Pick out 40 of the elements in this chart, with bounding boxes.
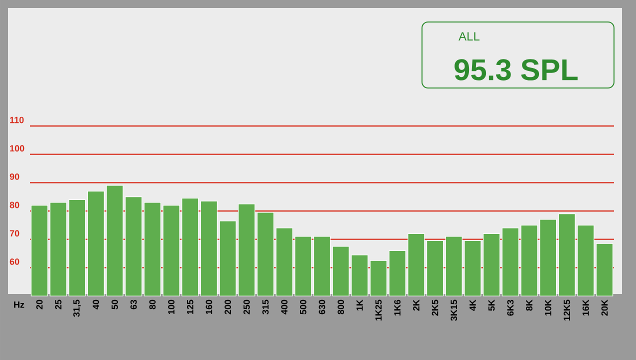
x-tick-label: 800 [338, 300, 344, 314]
x-tick-label: 20 [36, 300, 43, 310]
x-tick-label: 315 [262, 300, 269, 314]
x-tick-label: 160 [206, 300, 212, 314]
x-tick-label: 200 [224, 300, 232, 314]
x-tick-label: 125 [186, 300, 194, 314]
y-tick-label: 80 [10, 202, 20, 208]
text: 95.3 SPL [454, 59, 578, 80]
x-axis-title: Hz [14, 302, 24, 308]
x-tick-label: 10K [544, 300, 552, 316]
y-tick-label: 100 [10, 145, 24, 152]
x-tick-label: 12K5 [564, 300, 570, 320]
x-tick-label: 4K [470, 300, 476, 311]
x-tick-label: 5K [488, 300, 495, 311]
x-tick-label: 500 [300, 300, 306, 314]
x-tick-label: 50 [112, 300, 118, 310]
x-tick-label: 2K [413, 300, 420, 311]
x-tick-label: 25 [55, 300, 62, 310]
x-tick-label: 3K15 [450, 300, 458, 321]
x-tick-label: 63 [130, 300, 137, 310]
y-tick-label: 70 [10, 230, 20, 237]
x-tick-label: 20K [601, 300, 608, 316]
x-tick-label: 1K [356, 300, 363, 310]
x-tick-label: 100 [168, 300, 174, 314]
x-tick-label: 2K5 [432, 300, 438, 316]
x-tick-label: 16K [582, 300, 589, 316]
x-tick-label: 250 [243, 300, 250, 314]
x-tick-label: 80 [149, 300, 156, 310]
text: ALL [458, 32, 480, 40]
y-tick-label: 110 [10, 116, 24, 124]
x-tick-label: 400 [281, 300, 288, 314]
x-tick-label: 1K6 [394, 300, 401, 316]
x-tick-label: 6K3 [507, 300, 514, 316]
x-tick-label: 8K [526, 300, 532, 311]
y-tick-label: 90 [10, 173, 20, 180]
x-tick-label: 40 [92, 300, 100, 310]
x-tick-label: 31,5 [73, 300, 81, 317]
x-tick-label: 630 [318, 300, 326, 314]
y-tick-label: 60 [10, 258, 20, 265]
x-tick-label: 1K25 [375, 300, 382, 320]
